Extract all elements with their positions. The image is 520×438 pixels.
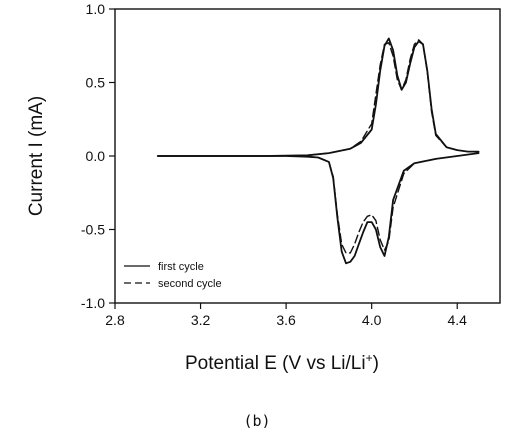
legend-label-first-cycle: first cycle bbox=[158, 261, 204, 273]
x-tick-label-4: 4.4 bbox=[447, 312, 467, 328]
series-first-cycle-forward bbox=[156, 37, 480, 157]
legend: first cycle second cycle bbox=[124, 261, 222, 290]
y-axis-title: Current I (mA) bbox=[26, 96, 47, 216]
x-tick-label-3: 4.0 bbox=[362, 312, 382, 328]
x-tick-label-0: 2.8 bbox=[105, 312, 125, 328]
y-tick-label-0: 1.0 bbox=[86, 1, 106, 17]
x-axis-title-end: ) bbox=[373, 353, 379, 374]
plot-curves bbox=[156, 37, 480, 265]
y-tick-label-2: 0.0 bbox=[86, 148, 106, 164]
y-tick-label-4: -1.0 bbox=[81, 295, 105, 311]
legend-label-second-cycle: second cycle bbox=[158, 278, 222, 290]
x-axis-title-main: Potential E (V vs Li/Li bbox=[185, 353, 366, 374]
x-axis-title: Potential E (V vs Li/Li+) bbox=[185, 351, 379, 374]
figure-caption: (b) bbox=[243, 412, 270, 430]
series-second-cycle-reverse bbox=[306, 156, 437, 254]
series-second-cycle-forward bbox=[306, 39, 458, 156]
axis-ticks: 2.8 3.2 3.6 4.0 4.4 1.0 0.5 0.0 -0.5 -1.0 bbox=[81, 1, 467, 328]
x-tick-label-1: 3.2 bbox=[191, 312, 211, 328]
y-tick-label-3: -0.5 bbox=[81, 222, 105, 238]
series-first-cycle-reverse bbox=[156, 152, 480, 265]
x-axis-title-superscript: + bbox=[366, 351, 373, 365]
y-tick-label-1: 0.5 bbox=[86, 75, 106, 91]
x-tick-label-2: 3.6 bbox=[276, 312, 296, 328]
